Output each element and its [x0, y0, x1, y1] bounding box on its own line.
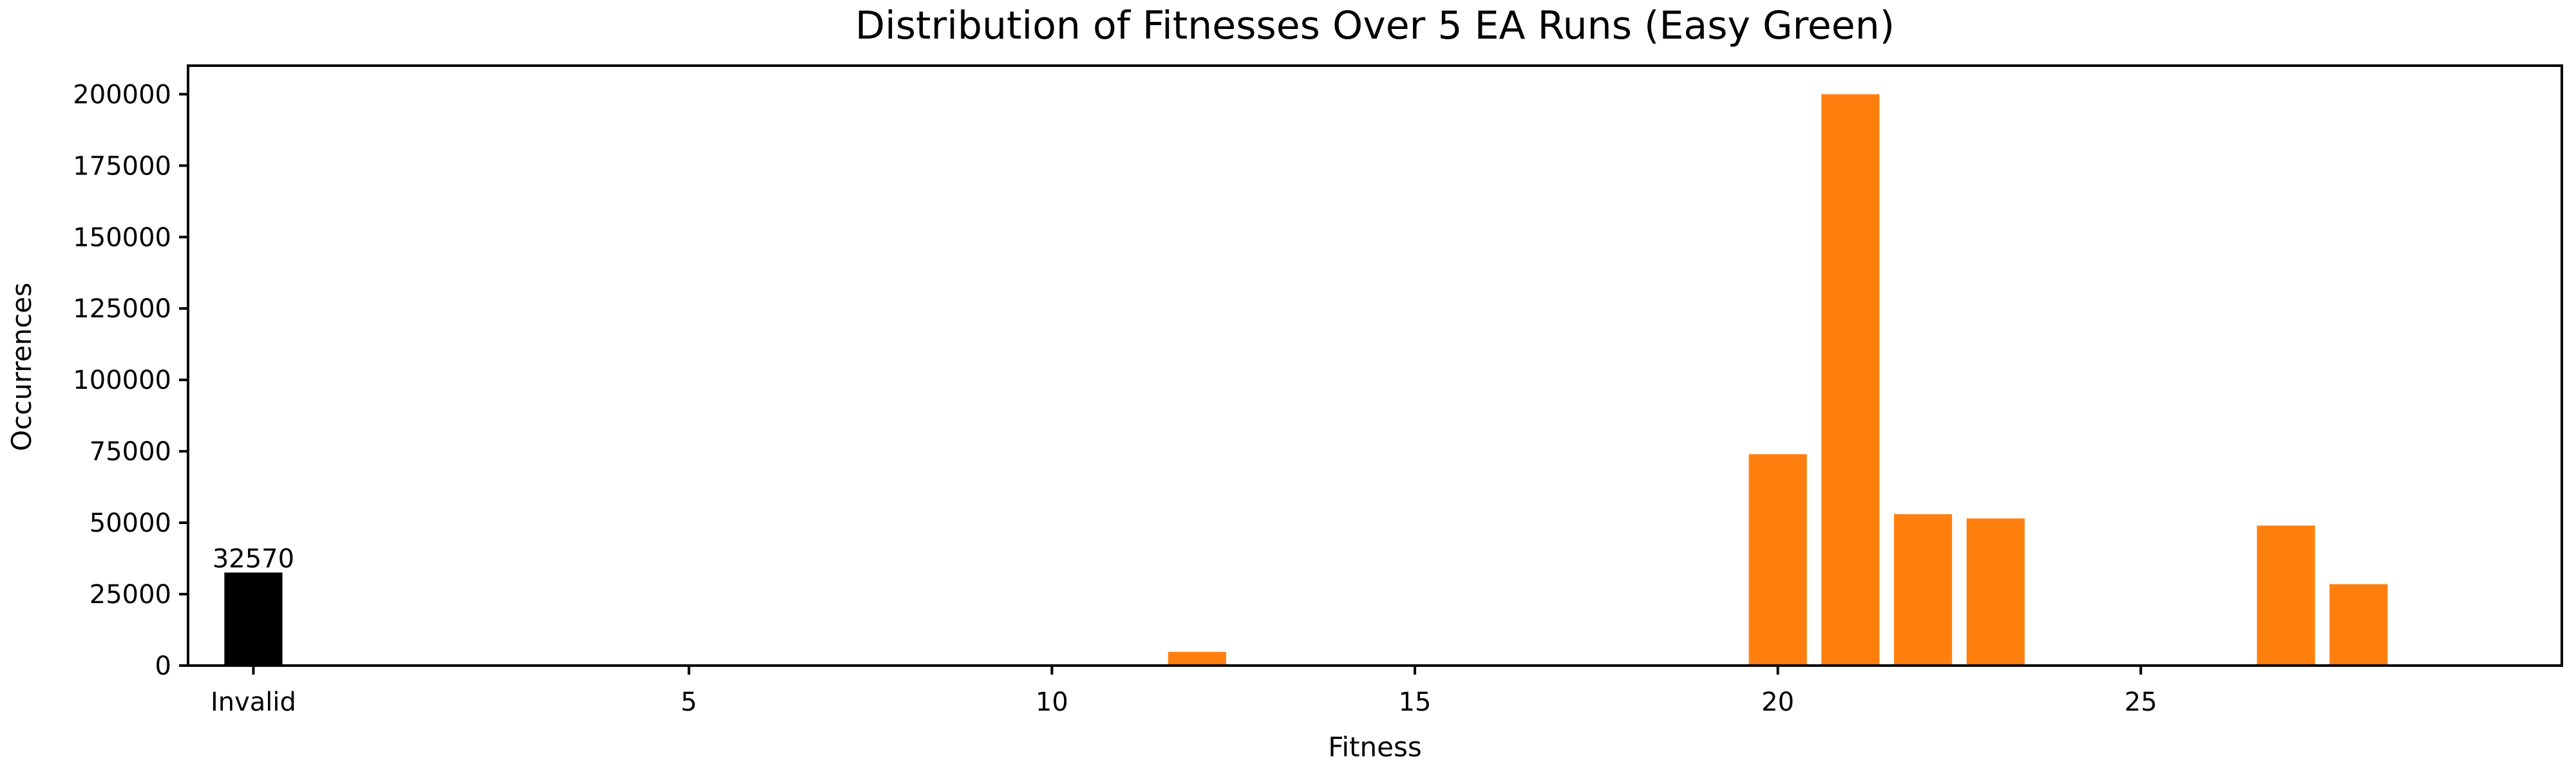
plot-frame [187, 64, 2563, 667]
y-tick-label: 150000 [73, 223, 171, 252]
y-tick-label: 75000 [90, 437, 171, 467]
bar-fitness [1893, 514, 1953, 666]
bars-group [224, 94, 2388, 666]
bar-invalid [224, 572, 283, 666]
x-tick-label: 5 [681, 687, 697, 717]
chart-title: Distribution of Fitnesses Over 5 EA Runs… [855, 3, 1895, 48]
x-tick-label: 20 [1761, 687, 1794, 717]
bar-fitness [1821, 94, 1880, 666]
y-tick-label: 25000 [90, 580, 171, 610]
y-axis-label: Occurrences [6, 283, 37, 451]
y-axis-ticks: 0 25000 50000 75000 100000 125000 150000 175000… [73, 80, 188, 681]
y-tick-label: 50000 [90, 509, 171, 538]
x-tick-label: 15 [1399, 687, 1432, 717]
x-axis-ticks: Invalid 5 10 15 20 25 [211, 666, 2157, 717]
x-tick-label: Invalid [211, 687, 296, 717]
y-tick-label: 200000 [73, 80, 171, 109]
data-labels-group: 32570 [213, 544, 294, 574]
x-tick-label: 25 [2125, 687, 2157, 717]
y-tick-label: 0 [155, 651, 171, 681]
bar-value-label: 32570 [213, 544, 294, 574]
bar-fitness [2257, 525, 2315, 666]
x-axis-label: Fitness [1328, 731, 1421, 763]
y-tick-label: 100000 [73, 366, 171, 395]
bar-fitness [1748, 454, 1807, 666]
y-tick-label: 175000 [73, 151, 171, 181]
x-tick-label: 10 [1036, 687, 1068, 717]
y-tick-label: 125000 [73, 294, 171, 324]
bar-fitness [2329, 584, 2388, 666]
bar-fitness [1168, 651, 1226, 666]
bar-fitness [1966, 518, 2025, 666]
